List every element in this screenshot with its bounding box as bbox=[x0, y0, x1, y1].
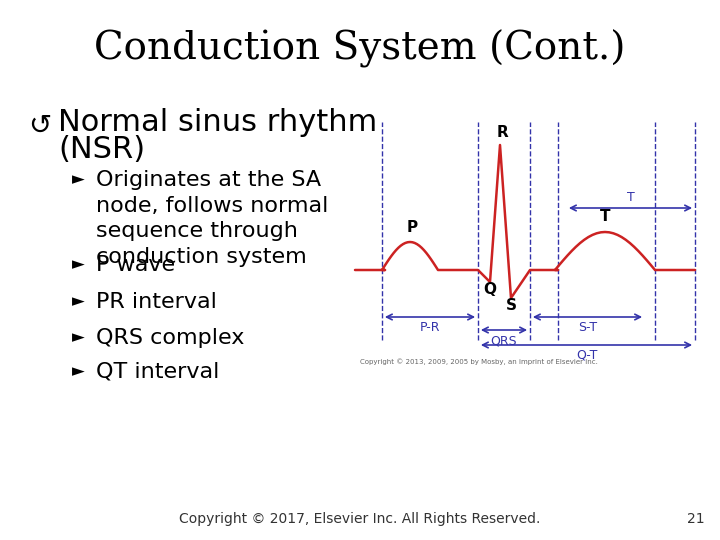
Text: ►: ► bbox=[72, 292, 85, 310]
Text: QRS complex: QRS complex bbox=[96, 328, 244, 348]
Text: Copyright © 2013, 2009, 2005 by Mosby, an imprint of Elsevier Inc.: Copyright © 2013, 2009, 2005 by Mosby, a… bbox=[360, 358, 598, 365]
Text: S: S bbox=[505, 298, 516, 313]
Text: Conduction System (Cont.): Conduction System (Cont.) bbox=[94, 30, 626, 69]
Text: Q: Q bbox=[484, 282, 497, 297]
Text: (NSR): (NSR) bbox=[58, 135, 145, 164]
Text: QT interval: QT interval bbox=[96, 362, 220, 382]
Text: Copyright © 2017, Elsevier Inc. All Rights Reserved.: Copyright © 2017, Elsevier Inc. All Righ… bbox=[179, 512, 541, 526]
Text: ►: ► bbox=[72, 255, 85, 273]
Text: ►: ► bbox=[72, 362, 85, 380]
Text: T: T bbox=[600, 209, 611, 224]
Text: ↺: ↺ bbox=[28, 112, 51, 140]
Text: ►: ► bbox=[72, 328, 85, 346]
Text: 21: 21 bbox=[688, 512, 705, 526]
Text: ►: ► bbox=[72, 170, 85, 188]
Text: Q-T: Q-T bbox=[576, 349, 597, 362]
Text: QRS: QRS bbox=[491, 334, 517, 347]
Text: P: P bbox=[406, 220, 418, 235]
Text: P-R: P-R bbox=[420, 321, 440, 334]
Text: Originates at the SA
node, follows normal
sequence through
conduction system: Originates at the SA node, follows norma… bbox=[96, 170, 328, 267]
Text: P wave: P wave bbox=[96, 255, 175, 275]
Text: R: R bbox=[496, 125, 508, 140]
Text: PR interval: PR interval bbox=[96, 292, 217, 312]
Text: Normal sinus rhythm: Normal sinus rhythm bbox=[58, 108, 377, 137]
Text: S-T: S-T bbox=[578, 321, 597, 334]
Text: T: T bbox=[626, 191, 634, 204]
